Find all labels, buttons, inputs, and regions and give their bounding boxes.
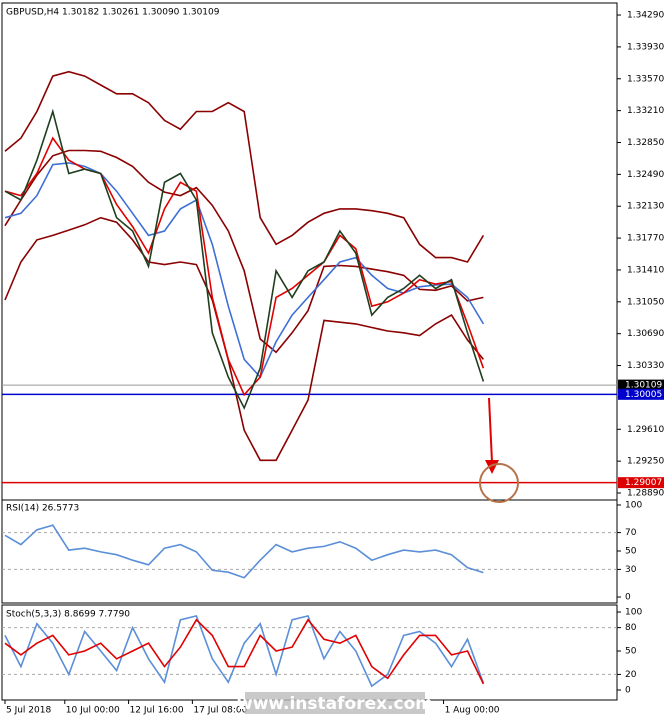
y-tick-label: 1.34290 — [627, 11, 664, 21]
chart-title: GBPUSD,H4 1.30182 1.30261 1.30090 1.3010… — [6, 8, 220, 18]
x-tick-label: 1 Aug 00:00 — [445, 706, 500, 716]
price-label: 1.30109 — [625, 381, 662, 391]
price-box — [618, 379, 664, 391]
y-tick-label: 1.30690 — [627, 329, 664, 339]
watermark: www.instaforex.com — [237, 694, 433, 714]
x-tick-label: 5 Jul 2018 — [6, 706, 51, 716]
series-line — [4, 108, 485, 410]
y-tick-label: 20 — [625, 670, 637, 680]
y-tick-label: 1.28890 — [627, 489, 664, 499]
plot-layer: 1.34290 1.33930 1.33570 1.33210 1.32850 1.324… — [2, 11, 664, 716]
y-tick-label: 100 — [625, 500, 642, 510]
y-tick-label: 50 — [625, 647, 637, 657]
y-tick-label: 0 — [625, 686, 631, 696]
y-tick-label: 100 — [625, 608, 642, 618]
y-tick-label: 1.31410 — [627, 265, 664, 275]
y-tick-label: 1.33570 — [627, 74, 664, 84]
rsi-panel — [1, 499, 618, 604]
y-tick-label: 1.30330 — [627, 361, 664, 371]
target-circle — [479, 463, 519, 503]
x-tick-label: 10 Jul 00:00 — [66, 706, 120, 716]
y-tick-label: 1.31050 — [627, 297, 664, 307]
x-tick-label: 17 Jul 08:00 — [193, 706, 247, 716]
price-box — [618, 477, 664, 489]
series-line — [4, 136, 485, 397]
price-box — [618, 388, 664, 400]
x-tick-label: 12 Jul 16:00 — [130, 706, 184, 716]
series-line — [4, 618, 485, 685]
y-tick-label: 1.33930 — [627, 42, 664, 52]
y-tick-label: 1.32130 — [627, 202, 664, 212]
arrow — [488, 397, 493, 463]
rsi-title: RSI(14) 26.5773 — [6, 504, 79, 514]
y-tick-label: 1.33210 — [627, 106, 664, 116]
y-tick-label: 1.32850 — [627, 138, 664, 148]
stoch-title: Stoch(5,3,3) 8.8699 7.7790 — [6, 610, 130, 620]
y-tick-label: 50 — [625, 546, 637, 556]
series-line — [4, 149, 484, 354]
series-line — [4, 70, 485, 263]
y-tick-label: 1.29610 — [627, 425, 664, 435]
price-label: 1.30005 — [625, 390, 662, 400]
y-tick-label: 0 — [625, 593, 631, 603]
y-tick-label: 1.32490 — [627, 170, 664, 180]
series-line — [4, 614, 485, 688]
y-tick-label: 80 — [625, 623, 637, 633]
watermark-box — [245, 692, 425, 714]
series-line — [4, 524, 484, 579]
y-tick-label: 1.31770 — [627, 234, 664, 244]
price-label: 1.29007 — [625, 478, 662, 488]
series-line — [4, 216, 485, 462]
main-panel — [1, 2, 618, 501]
y-tick-label: 70 — [625, 528, 637, 538]
y-tick-label: 30 — [625, 565, 637, 575]
y-tick-label: 1.29250 — [627, 457, 664, 467]
